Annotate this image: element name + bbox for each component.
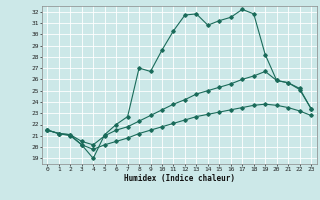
X-axis label: Humidex (Indice chaleur): Humidex (Indice chaleur)	[124, 174, 235, 183]
